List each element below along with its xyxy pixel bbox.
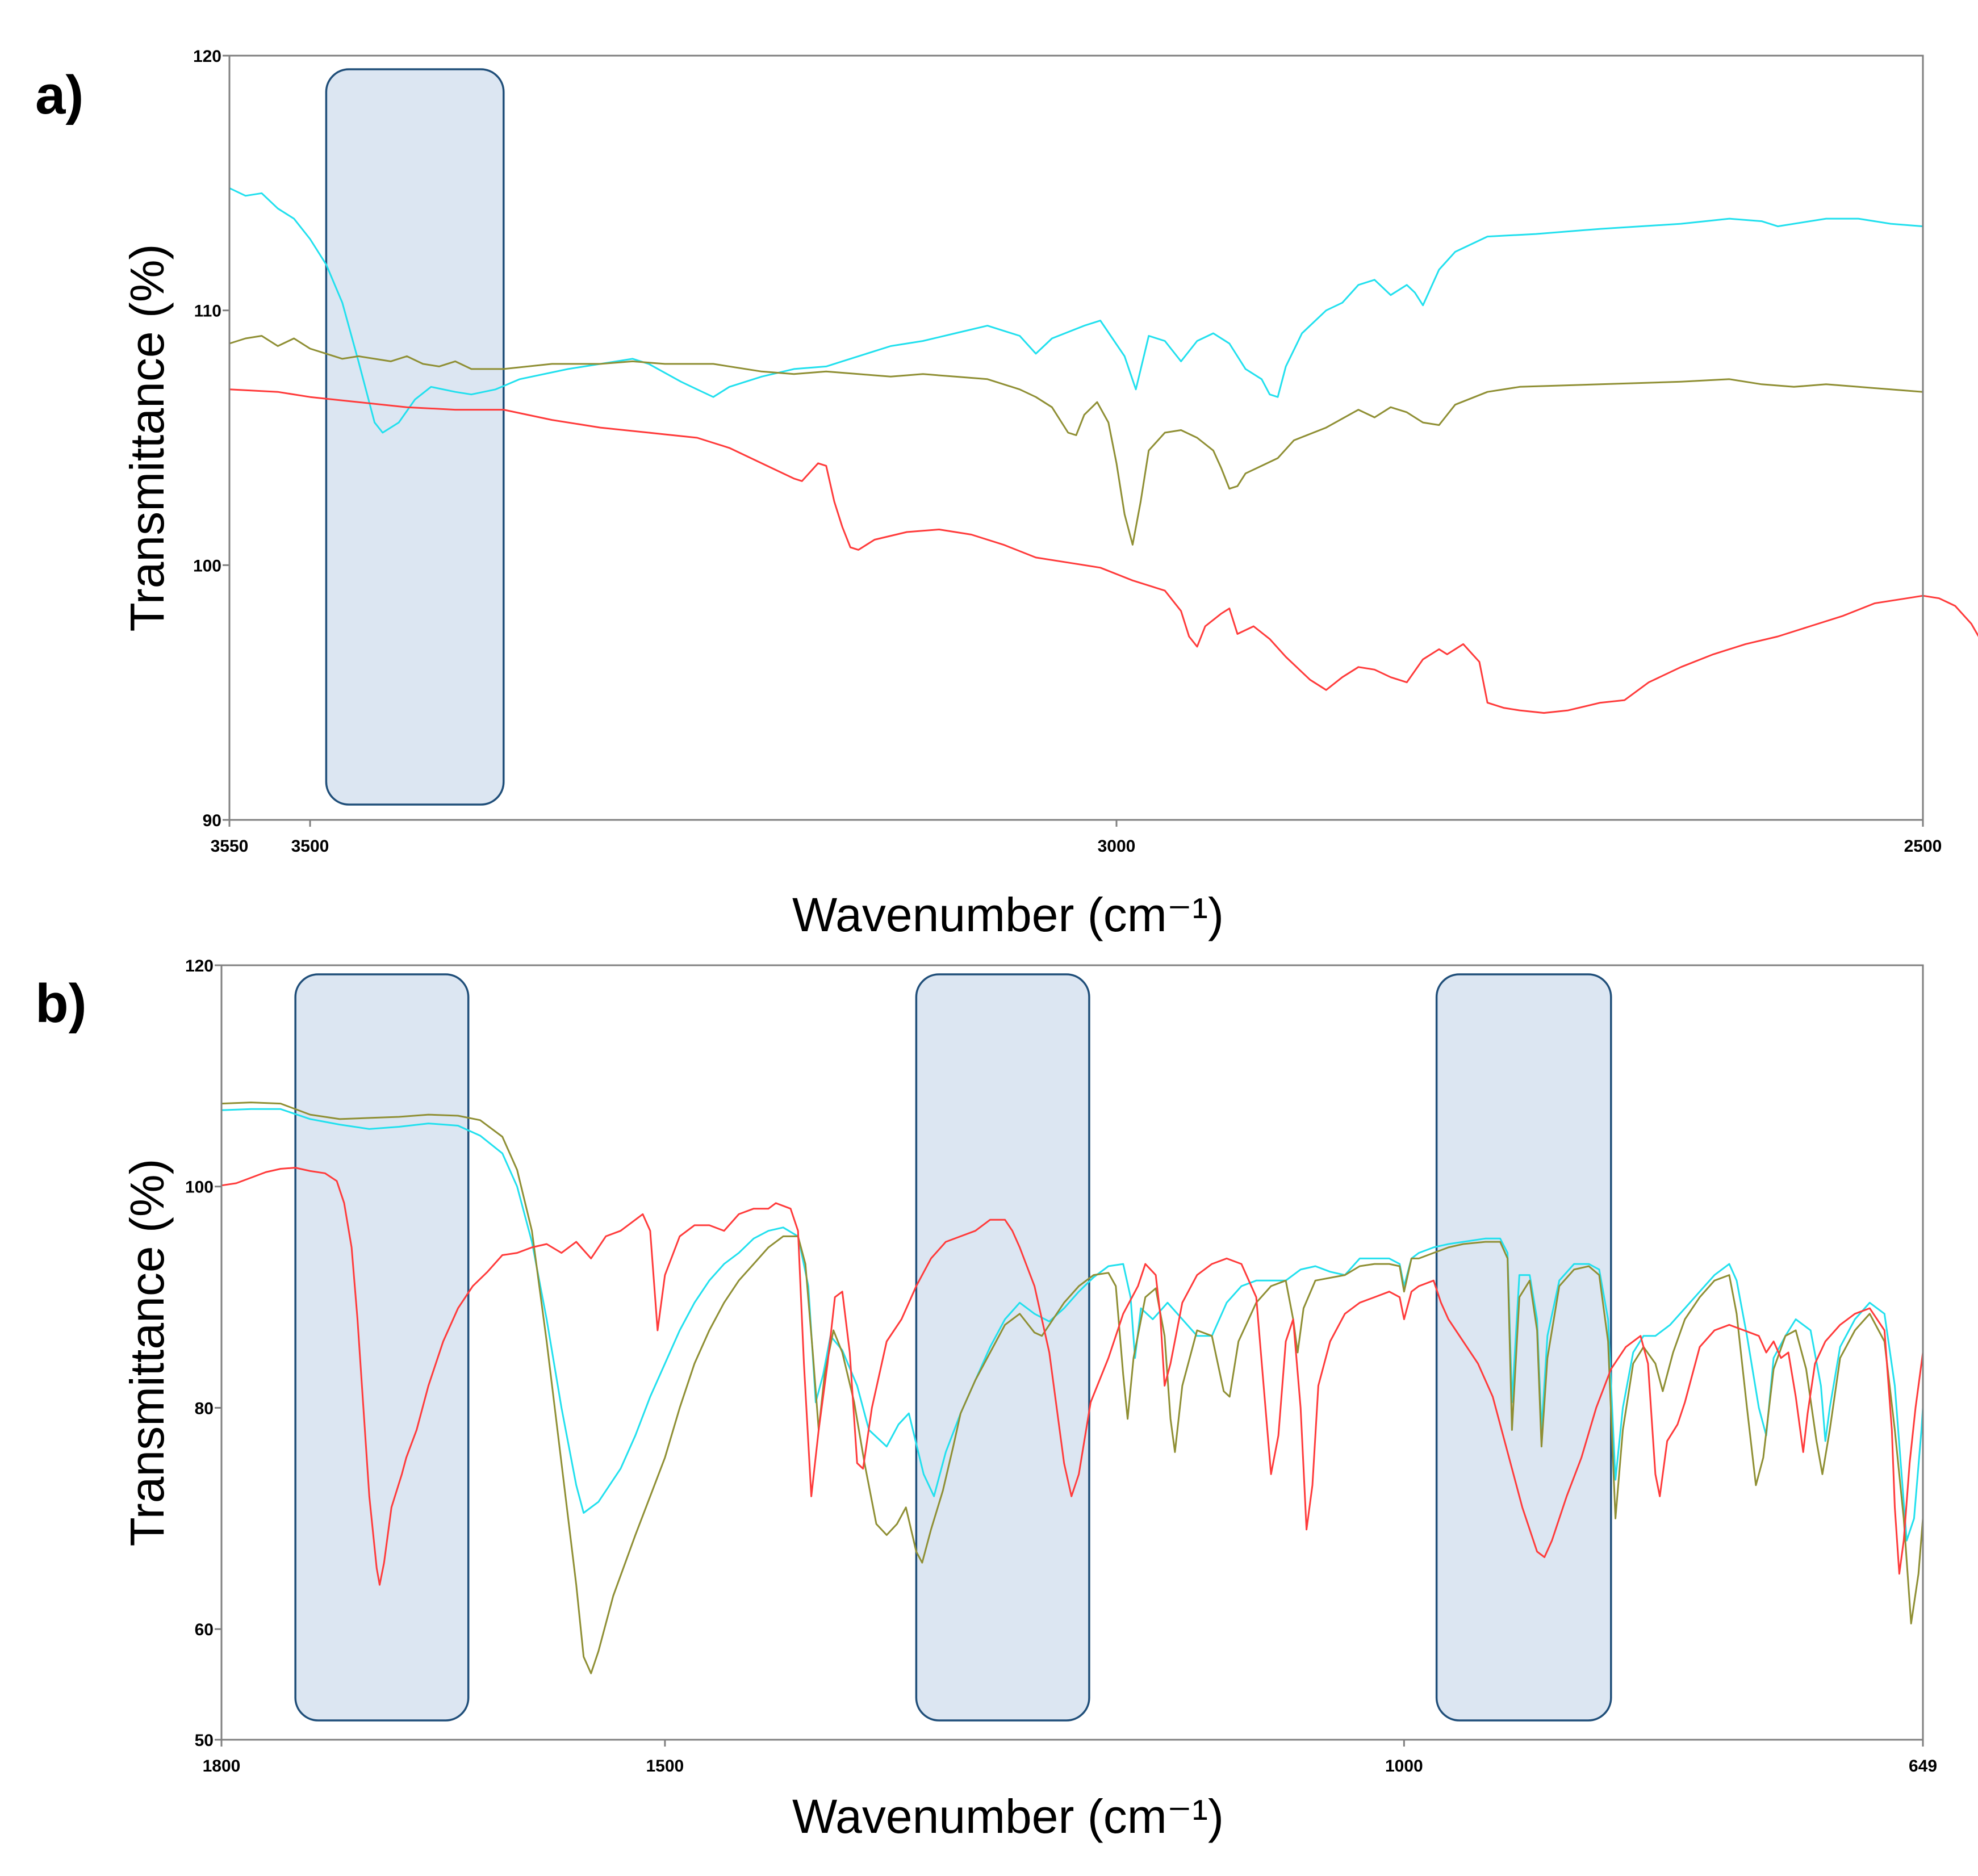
panel-b-series xyxy=(221,1102,1924,1674)
x-tick-label: 3000 xyxy=(1098,837,1136,856)
panel-b-x-axis-title: Wavenumber (cm⁻¹) xyxy=(792,1790,1224,1843)
y-tick-label: 100 xyxy=(193,556,221,575)
highlight-region-1 xyxy=(294,973,470,1722)
panel-b-y-ticks: 50 60 80 100 120 xyxy=(185,957,221,1750)
series-red-line xyxy=(229,388,1978,714)
y-tick-label: 110 xyxy=(194,302,221,321)
panel-a-y-ticks: 90 100 110 120 xyxy=(193,47,229,830)
y-tick-label: 120 xyxy=(185,957,214,975)
highlight-region-1 xyxy=(325,68,505,806)
x-tick-label: 3500 xyxy=(291,837,329,856)
panel-b: b) 50 60 80 100 120 1800 1500 1000 649 Wavenumb… xyxy=(35,957,1937,1843)
panel-a-plot-frame xyxy=(228,55,1924,821)
series-olive-line xyxy=(221,1102,1924,1674)
panel-a-y-axis-title: Transmittance (%) xyxy=(120,244,174,631)
panel-a: a) 90 100 110 120 3550 3500 3000 2500 Wavenumb… xyxy=(35,47,1978,941)
x-tick-label: 649 xyxy=(1909,1757,1937,1776)
panel-b-label: b) xyxy=(35,973,87,1034)
y-tick-label: 60 xyxy=(195,1620,214,1639)
y-tick-label: 80 xyxy=(195,1399,214,1418)
highlight-region-3 xyxy=(1435,973,1612,1722)
series-cyan-line xyxy=(229,187,1923,434)
panel-a-x-axis-title: Wavenumber (cm⁻¹) xyxy=(792,888,1224,941)
highlight-region-2 xyxy=(915,973,1090,1722)
y-tick-label: 100 xyxy=(185,1178,214,1197)
y-tick-label: 120 xyxy=(193,47,221,66)
panel-a-highlights xyxy=(325,68,505,806)
panel-a-label: a) xyxy=(35,65,83,125)
panel-b-x-ticks: 1800 1500 1000 649 xyxy=(203,1740,1937,1776)
panel-b-highlights xyxy=(294,973,1612,1722)
panel-b-plot-frame xyxy=(220,964,1924,1741)
series-red-line xyxy=(221,1167,1924,1586)
series-olive-line xyxy=(229,335,1923,546)
x-tick-label: 1500 xyxy=(646,1757,684,1776)
x-tick-label: 2500 xyxy=(1904,837,1942,856)
panel-a-series xyxy=(229,187,1978,714)
x-tick-label: 1000 xyxy=(1385,1757,1423,1776)
y-tick-label: 90 xyxy=(203,811,221,830)
panel-b-y-axis-title: Transmittance (%) xyxy=(120,1158,174,1546)
x-tick-label: 3550 xyxy=(211,837,249,856)
y-tick-label: 50 xyxy=(195,1731,214,1750)
x-tick-label: 1800 xyxy=(203,1757,241,1776)
panel-a-x-ticks: 3550 3500 3000 2500 xyxy=(211,820,1942,856)
